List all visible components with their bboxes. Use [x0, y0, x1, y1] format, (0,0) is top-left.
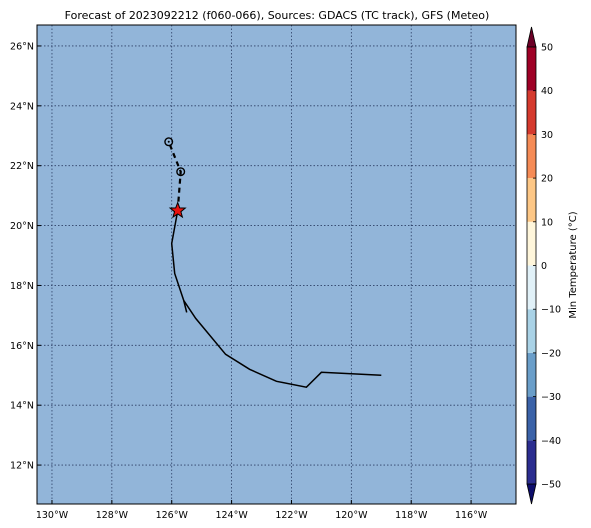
x-tick-label: 126°W [156, 510, 189, 521]
colorbar-tick-label: 40 [541, 86, 553, 97]
colorbar-extend-min [526, 483, 537, 505]
forecast-position-marker [176, 167, 186, 177]
colorbar-label: Min Temperature (°C) [568, 211, 579, 318]
ocean-area [37, 25, 516, 504]
map-panel: 130°W 128°W 126°W 124°W 122°W 120°W 118°W 116°W… [10, 24, 517, 521]
y-tick-label: 16°N [10, 341, 34, 352]
colorbar-tick-label: −20 [541, 348, 561, 359]
forecast-position-marker [164, 137, 174, 147]
map-frame [36, 24, 517, 505]
y-tick-label: 22°N [10, 161, 34, 172]
y-tick-label: 12°N [10, 461, 34, 472]
chart-title: Forecast of 2023092212 (f060-066), Sourc… [65, 9, 490, 22]
colorbar-segment [527, 134, 536, 179]
x-tick-label: 122°W [275, 510, 308, 521]
colorbar-extend-max [526, 26, 537, 48]
colorbar-tick-label: −50 [541, 480, 561, 491]
colorbar-segment [527, 440, 536, 484]
colorbar-tick-label: 10 [541, 217, 553, 228]
past-track-line [182, 300, 188, 313]
y-tick-label: 26°N [10, 41, 34, 52]
colorbar-segment [527, 352, 536, 397]
forecast-position-dot [167, 140, 170, 143]
forecast-position-dot [179, 170, 182, 173]
x-tick-label: 118°W [395, 510, 428, 521]
colorbar-segment [527, 178, 536, 222]
colorbar-segment [527, 396, 536, 441]
colorbar-segment [527, 265, 536, 310]
x-tick-label: 120°W [335, 510, 368, 521]
colorbar-tick-label: 0 [541, 261, 547, 272]
colorbar-segment [527, 47, 536, 91]
colorbar-segment [527, 90, 536, 135]
colorbar-tick-label: 50 [541, 43, 553, 54]
tc-track [164, 137, 382, 389]
graticule [37, 25, 516, 504]
x-tick-label: 124°W [215, 510, 248, 521]
latitude-axis: 12°N 14°N 16°N 18°N 20°N 22°N 24°N 26°N [10, 41, 41, 472]
y-tick-label: 24°N [10, 101, 34, 112]
past-track-line [170, 210, 382, 389]
current-position-star-icon [168, 201, 187, 219]
colorbar-tick-label: 20 [541, 174, 553, 185]
colorbar-tick-label: −30 [541, 392, 561, 403]
colorbar-tick-label: −10 [541, 305, 561, 316]
colorbar: 50 40 30 20 10 0 −10 −20 −30 −40 −50 [526, 26, 561, 505]
colorbar-tick-label: −40 [541, 436, 561, 447]
colorbar-segment [527, 309, 536, 353]
longitude-axis: 130°W 128°W 126°W 124°W 122°W 120°W 118°W 116°W [36, 500, 488, 521]
colorbar-tick-label: 30 [541, 130, 553, 141]
x-tick-label: 116°W [455, 510, 488, 521]
x-tick-label: 130°W [36, 510, 69, 521]
x-tick-label: 128°W [96, 510, 129, 521]
y-tick-label: 18°N [10, 281, 34, 292]
y-tick-label: 20°N [10, 221, 34, 232]
y-tick-label: 14°N [10, 401, 34, 412]
colorbar-segment [527, 221, 536, 266]
